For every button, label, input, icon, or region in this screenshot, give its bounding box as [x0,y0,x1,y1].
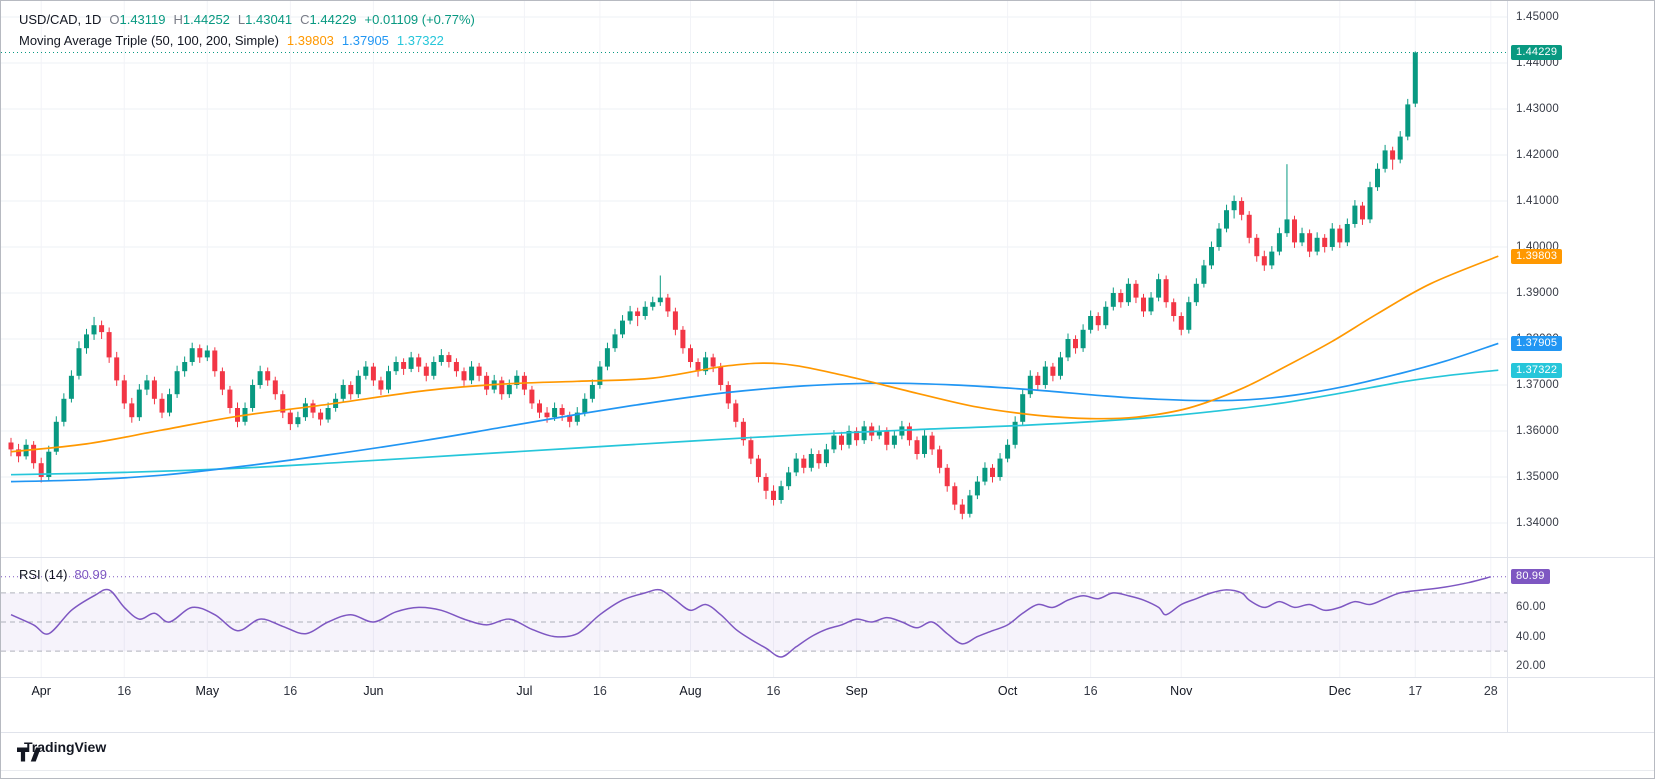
ma-indicator-title[interactable]: Moving Average Triple (50, 100, 200, Sim… [19,33,279,48]
time-tick-label: Jul [516,684,533,698]
time-tick-label: Aug [679,684,702,698]
price-tick-label: 1.39000 [1516,287,1559,299]
time-tick-label: 16 [1083,684,1098,698]
open-value: 1.43119 [119,12,166,27]
rsi-chart[interactable] [1,557,1507,677]
ohlc-row: USD/CAD, 1D O1.43119 H1.44252 L1.43041 C1.44… [19,9,475,30]
price-axis[interactable]: 1.45000 1.44000 1.43000 1.42000 1.41000 1.400… [1508,1,1654,732]
footer-divider [1,732,1654,733]
time-tick-label: 16 [283,684,298,698]
sma-100-line[interactable] [10,342,1499,483]
low-value: 1.43041 [245,12,293,27]
price-tick-label: 1.36000 [1516,425,1559,437]
price-tick-label: 1.37000 [1516,379,1559,391]
symbol-legend: USD/CAD, 1D O1.43119 H1.44252 L1.43041 C1.44… [19,9,475,51]
candles[interactable] [8,51,1418,520]
sma-50-line[interactable] [10,255,1499,453]
ma100-value: 1.37905 [341,33,389,48]
open-label: O [109,12,120,27]
symbol-title[interactable]: USD/CAD, 1D [19,12,102,27]
time-tick-label: 28 [1483,684,1498,698]
price-tick-label: 1.35000 [1516,471,1559,483]
sma-200-line[interactable] [10,369,1499,476]
ma50-value: 1.39803 [286,33,334,48]
pane-divider[interactable] [1,677,1654,678]
rsi-indicator-title[interactable]: RSI (14) [19,567,68,582]
ma-indicator-row: Moving Average Triple (50, 100, 200, Sim… [19,30,475,51]
rsi-value: 80.99 [74,567,107,582]
time-tick-label: 17 [1408,684,1423,698]
rsi-value-badge: 80.99 [1511,569,1550,584]
price-tick-label: 1.42000 [1516,149,1559,161]
high-value: 1.44252 [182,12,230,27]
time-tick-label: Jun [363,684,384,698]
time-tick-label: Nov [1170,684,1193,698]
rsi-line[interactable] [10,576,1491,658]
time-tick-label: 16 [592,684,607,698]
time-tick-label: Dec [1328,684,1351,698]
time-tick-label: Apr [31,684,51,698]
rsi-tick-label: 60.00 [1516,601,1546,613]
price-badge: 1.44229 [1511,45,1563,60]
low-label: L [237,12,246,27]
axis-separator [1507,1,1508,732]
brand-text[interactable]: TradingView [24,739,107,755]
change-value: +0.01109 (+0.77%) [364,12,475,27]
price-badge: 1.37905 [1511,336,1563,351]
time-tick-label: Oct [997,684,1018,698]
price-badge: 1.39803 [1511,249,1563,264]
time-tick-label: 16 [117,684,132,698]
rsi-tick-label: 20.00 [1516,660,1546,672]
price-tick-label: 1.43000 [1516,103,1559,115]
ma200-value: 1.37322 [396,33,444,48]
close-label: C [300,12,310,27]
rsi-indicator-legend: RSI (14) 80.99 [19,567,107,582]
bottom-divider [1,770,1654,771]
price-tick-label: 1.34000 [1516,517,1559,529]
close-value: 1.44229 [309,12,357,27]
rsi-tick-label: 40.00 [1516,631,1546,643]
price-tick-label: 1.44000 [1516,57,1559,69]
price-tick-label: 1.45000 [1516,11,1559,23]
price-tick-label: 1.41000 [1516,195,1559,207]
time-tick-label: Sep [845,684,868,698]
pane-divider[interactable] [1,557,1654,558]
footer: TradingView [17,739,107,762]
price-gridlines [1,1,1507,557]
time-tick-label: 16 [766,684,781,698]
time-tick-label: May [195,684,220,698]
price-chart[interactable] [1,1,1507,557]
price-badge: 1.37322 [1511,363,1563,378]
time-axis[interactable]: Apr 16 May 16 Jun Jul 16 Aug 16 Sep Oct 16 Nov Dec 17 2… [1,677,1507,732]
high-label: H [173,12,183,27]
